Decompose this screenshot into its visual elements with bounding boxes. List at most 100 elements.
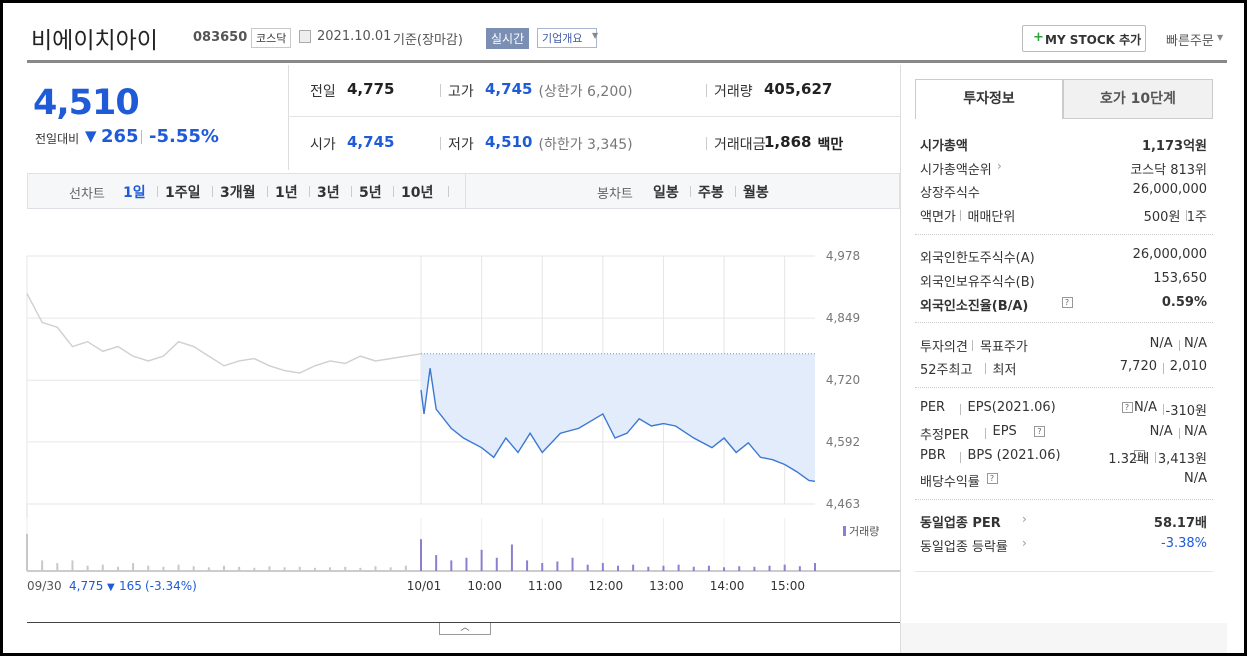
info-label: 외국인소진율(B/A)	[920, 298, 1029, 314]
divider	[440, 84, 441, 97]
mystock-button[interactable]	[1022, 25, 1146, 52]
volume-bar	[132, 563, 135, 571]
info-value: N/A	[1184, 471, 1207, 487]
volume-bar	[632, 564, 635, 571]
candle-chart-label: 봉차트	[597, 187, 633, 202]
info-label: 투자의견	[920, 339, 968, 355]
company-button[interactable]: 기업개요	[537, 28, 598, 48]
info-label: BPS (2021.06)	[967, 447, 1061, 463]
divider	[959, 404, 961, 416]
info-value: 153,650	[1153, 270, 1207, 286]
divider	[448, 186, 449, 197]
period-tab[interactable]: 3개월	[220, 185, 256, 201]
info-value: 7,720	[1119, 359, 1157, 375]
volume-bar	[404, 565, 407, 571]
period-tab[interactable]: 주봉	[698, 185, 724, 201]
volume-bar	[738, 566, 741, 571]
volume-bar	[56, 563, 59, 571]
date-basis: 기준(장마감)	[393, 33, 463, 48]
volume-bar	[510, 544, 513, 571]
info-label: 시가총액순위	[920, 162, 992, 178]
x-tick-label: 10:00	[467, 579, 502, 593]
x-tick-label: 14:00	[710, 579, 745, 593]
info-label: 액면가	[920, 210, 956, 226]
period-tab[interactable]: 10년	[401, 185, 434, 201]
divider	[212, 186, 213, 197]
divider	[440, 137, 441, 150]
divider	[465, 173, 466, 209]
y-tick-label: 4,849	[826, 311, 860, 325]
summary-value: 4,745	[347, 133, 395, 151]
info-value: 26,000,000	[1132, 182, 1207, 198]
info-value: 3,413원	[1157, 451, 1207, 467]
summary-label: 시가	[310, 137, 336, 153]
help-icon: ?	[1061, 296, 1073, 308]
divider	[972, 339, 973, 351]
help-icon: ?	[1121, 402, 1133, 414]
volume-bar	[768, 565, 771, 571]
info-label: 동일업종 등락률	[920, 540, 1008, 555]
info-value: N/A	[1184, 335, 1207, 351]
summary-note: (상한가 6,200)	[538, 84, 633, 100]
divider	[984, 363, 986, 375]
info-value: 2,010	[1169, 359, 1207, 375]
info-tab[interactable]: 투자정보	[915, 79, 1063, 119]
chart-tabs	[27, 173, 900, 209]
info-value: 26,000,000	[1132, 247, 1207, 263]
volume-bar	[692, 566, 695, 571]
dropdown-arrow: ▼	[1217, 33, 1224, 42]
quick-order[interactable]: 빠른주문	[1166, 34, 1214, 49]
summary-note: (하한가 3,345)	[538, 137, 633, 153]
volume-bar	[480, 549, 483, 571]
info-tab[interactable]: 호가 10단계	[1063, 79, 1213, 119]
info-value: 1.32배	[1108, 451, 1150, 467]
period-tab[interactable]: 월봉	[743, 185, 769, 201]
divider	[309, 186, 310, 197]
summary-label: 저가	[448, 137, 474, 153]
volume-bar	[662, 565, 665, 571]
footer-rate: (-3.34%)	[145, 579, 197, 593]
summary-unit: 백만	[817, 137, 844, 153]
divider	[141, 130, 142, 144]
volume-bar	[617, 565, 619, 571]
market-badge: 코스닥	[251, 28, 292, 48]
summary-label: 거래량	[714, 84, 753, 100]
volume-bar	[313, 567, 316, 571]
info-label: 배당수익률	[920, 475, 980, 491]
calendar-icon	[299, 30, 311, 43]
legend-label: 거래량	[849, 525, 879, 538]
volume-bar	[223, 565, 225, 571]
collapse-button[interactable]: ︿	[439, 623, 491, 635]
realtime-button[interactable]: 실시간	[486, 28, 530, 49]
divider	[1178, 339, 1180, 351]
divider	[267, 186, 268, 197]
change-rate: -5.55%	[149, 126, 219, 147]
divider	[959, 210, 961, 222]
plus-icon: +	[1033, 30, 1044, 45]
info-value: 1,173억원	[1141, 139, 1207, 154]
period-tab[interactable]: 3년	[317, 185, 340, 201]
volume-bar	[177, 564, 180, 571]
volume-bar	[556, 561, 559, 571]
volume-bar	[450, 560, 453, 571]
header-rule	[27, 60, 1227, 63]
divider	[351, 186, 352, 197]
period-tab[interactable]: 1년	[275, 185, 298, 201]
period-tab[interactable]: 1주일	[165, 185, 201, 201]
volume-bar	[253, 567, 256, 571]
mystock-label: MY STOCK 추가	[1045, 33, 1142, 47]
stock-name: 비에이치아이	[31, 28, 158, 54]
period-tab[interactable]: 5년	[359, 185, 382, 201]
y-tick-label: 4,463	[826, 497, 860, 511]
help-icon: ?	[1034, 425, 1045, 437]
volume-bar	[283, 567, 286, 571]
period-tab[interactable]: 1일	[123, 185, 146, 201]
info-value: 58.17배	[1153, 516, 1207, 532]
period-tab[interactable]: 일봉	[653, 185, 679, 201]
footer-arrow: ▼	[107, 582, 115, 593]
info-label: EPS(2021.06)	[967, 400, 1056, 416]
volume-bar	[435, 555, 438, 571]
summary-value: 405,627	[764, 80, 833, 98]
summary-label: 거래대금	[714, 137, 766, 153]
